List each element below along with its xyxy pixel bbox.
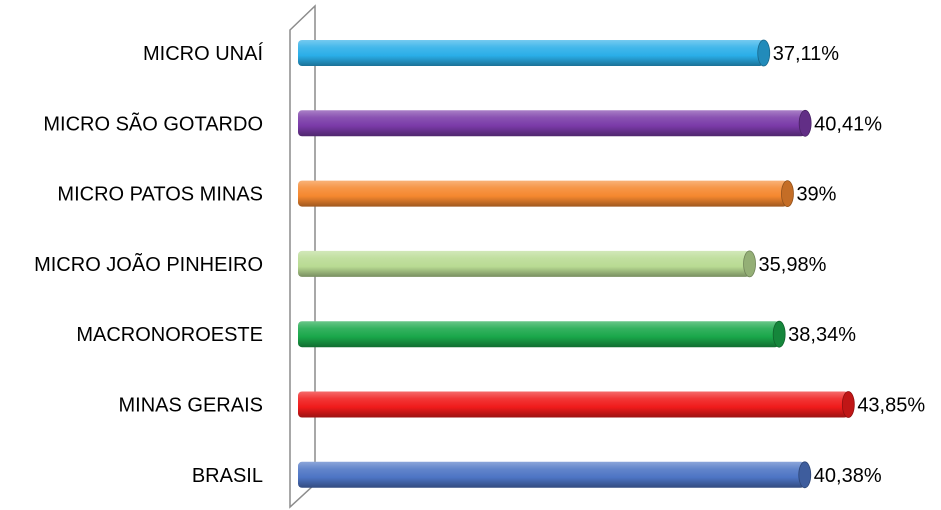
bar-3 (298, 250, 750, 277)
category-label: MICRO PATOS MINAS (57, 184, 263, 206)
bar-6 (298, 461, 805, 488)
value-label: 39% (796, 184, 836, 206)
bar-1 (298, 110, 806, 137)
category-label: MICRO SÃO GOTARDO (43, 111, 263, 135)
value-label: 40,38% (814, 465, 882, 487)
bar-5 (298, 391, 849, 418)
value-label: 43,85% (857, 395, 925, 417)
bar-cap-6 (798, 461, 812, 489)
bar-0 (298, 40, 764, 66)
category-label: BRASIL (192, 465, 263, 487)
value-label: 40,41% (814, 113, 882, 135)
bar-2 (298, 180, 788, 207)
bar-cap-0 (757, 39, 771, 67)
bar-4 (298, 321, 780, 348)
value-label: 38,34% (788, 324, 856, 346)
bar-cap-3 (743, 250, 756, 278)
category-label: MICRO JOÃO PINHEIRO (34, 252, 263, 276)
bar-cap-1 (798, 109, 812, 137)
value-label: 35,98% (759, 254, 827, 276)
value-label: 37,11% (773, 43, 840, 65)
labels-group: MICRO UNAÍ 37,11% MICRO SÃO GOTARDO 40,41% M… (34, 42, 925, 487)
category-label: MACRONOROESTE (76, 324, 263, 346)
bar-cap-2 (781, 180, 794, 208)
bar-cap-5 (841, 391, 855, 418)
category-label: MICRO UNAÍ (143, 42, 263, 65)
bars-group (298, 39, 855, 489)
bar-cap-4 (772, 320, 786, 348)
category-label: MINAS GERAIS (119, 395, 263, 417)
